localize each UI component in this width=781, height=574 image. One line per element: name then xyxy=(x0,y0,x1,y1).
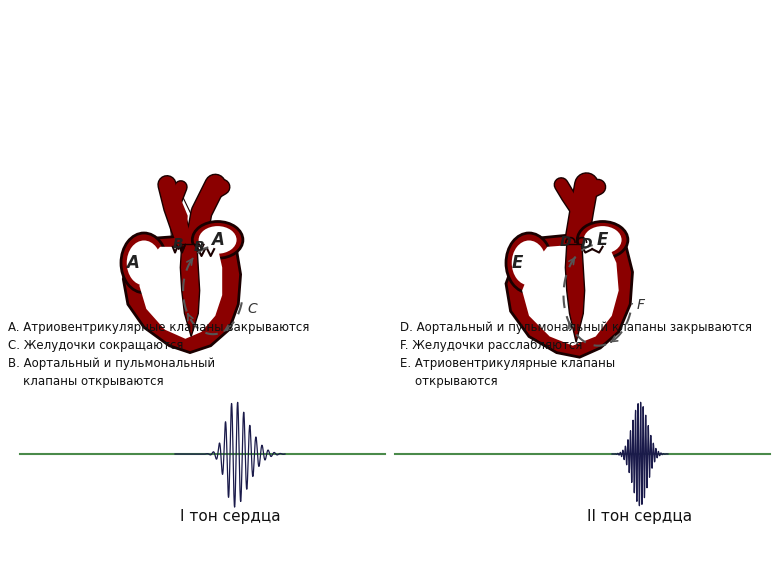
Text: открываются: открываются xyxy=(400,375,497,388)
Ellipse shape xyxy=(192,222,243,258)
Ellipse shape xyxy=(512,241,546,285)
Text: F: F xyxy=(637,298,645,312)
Text: Е. Атриовентрикулярные клапаны: Е. Атриовентрикулярные клапаны xyxy=(400,357,615,370)
Ellipse shape xyxy=(121,233,167,293)
Text: B: B xyxy=(173,238,184,251)
Polygon shape xyxy=(180,245,200,336)
Polygon shape xyxy=(123,233,241,352)
Text: В. Аортальный и пульмональный: В. Аортальный и пульмональный xyxy=(8,357,215,370)
Text: D: D xyxy=(581,238,592,251)
Text: D. Аортальный и пульмональный клапаны закрываются: D. Аортальный и пульмональный клапаны за… xyxy=(400,321,752,334)
Text: E: E xyxy=(512,254,523,272)
Text: E: E xyxy=(597,231,608,249)
Text: F. Желудочки расслабляются: F. Желудочки расслабляются xyxy=(400,339,583,352)
Polygon shape xyxy=(565,245,585,342)
Text: A: A xyxy=(211,231,224,249)
Text: C: C xyxy=(248,302,257,316)
Ellipse shape xyxy=(583,226,622,254)
Text: I тон сердца: I тон сердца xyxy=(180,509,280,524)
Text: A. Атриовентрикулярные клапаны закрываются: A. Атриовентрикулярные клапаны закрывают… xyxy=(8,321,309,334)
Polygon shape xyxy=(522,242,619,346)
Ellipse shape xyxy=(198,226,237,254)
Text: C. Желудочки сокращаются: C. Желудочки сокращаются xyxy=(8,339,184,352)
Polygon shape xyxy=(139,247,223,339)
Text: A: A xyxy=(126,254,139,272)
Ellipse shape xyxy=(127,241,161,285)
Ellipse shape xyxy=(577,222,628,258)
Text: B: B xyxy=(194,240,205,254)
Text: D: D xyxy=(560,235,572,249)
Ellipse shape xyxy=(506,233,552,293)
Polygon shape xyxy=(506,231,633,357)
Polygon shape xyxy=(165,181,187,240)
Text: клапаны открываются: клапаны открываются xyxy=(8,375,164,388)
Text: II тон сердца: II тон сердца xyxy=(587,509,693,524)
